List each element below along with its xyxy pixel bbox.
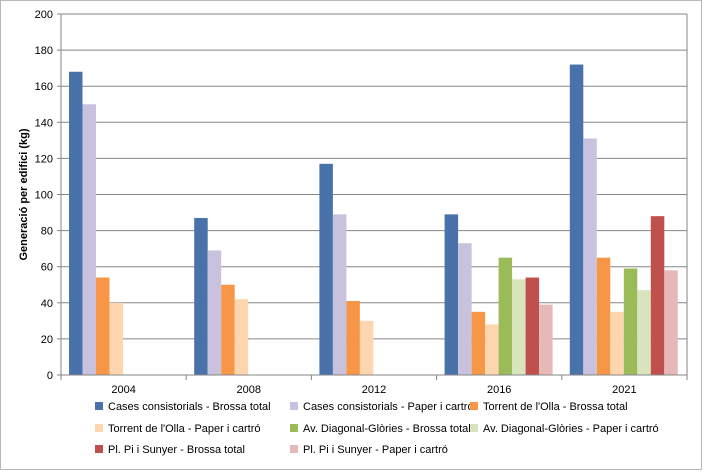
x-tick-label: 2012 bbox=[362, 384, 386, 396]
bar bbox=[458, 243, 472, 375]
y-tick-label: 20 bbox=[41, 334, 53, 346]
legend-label: Cases consistorials - Paper i cartró bbox=[303, 401, 474, 413]
bar bbox=[525, 277, 540, 375]
legend-label: Cases consistorials - Brossa total bbox=[108, 401, 271, 413]
y-tick-label: 120 bbox=[35, 153, 53, 165]
bar bbox=[471, 311, 486, 375]
legend-swatch bbox=[290, 445, 298, 453]
legend-label: Av. Diagonal-Glòries - Brossa total bbox=[303, 423, 471, 435]
bar bbox=[664, 270, 678, 375]
y-tick-label: 60 bbox=[41, 262, 53, 274]
x-tick-label: 2021 bbox=[612, 384, 636, 396]
bar bbox=[359, 320, 374, 375]
legend-swatch bbox=[290, 424, 298, 432]
bar bbox=[319, 163, 333, 375]
bar bbox=[610, 311, 624, 375]
x-tick-label: 2008 bbox=[237, 384, 261, 396]
y-tick-label: 80 bbox=[41, 226, 53, 238]
bar bbox=[498, 257, 513, 375]
legend-swatch bbox=[95, 445, 103, 453]
y-tick-label: 140 bbox=[35, 117, 53, 129]
bar bbox=[234, 299, 249, 375]
bar bbox=[332, 214, 347, 375]
bars bbox=[69, 64, 678, 375]
bar bbox=[512, 279, 526, 375]
y-tick-label: 200 bbox=[35, 9, 53, 21]
bar bbox=[82, 104, 96, 375]
legend-swatch bbox=[470, 424, 478, 432]
bar bbox=[207, 250, 222, 375]
legend-label: Pl. Pi i Sunyer - Paper i cartró bbox=[303, 444, 448, 456]
legend-swatch bbox=[290, 402, 298, 410]
bar bbox=[444, 214, 459, 375]
y-tick-label: 160 bbox=[35, 81, 53, 93]
bar bbox=[221, 284, 235, 375]
y-tick-label: 100 bbox=[35, 190, 53, 202]
bar bbox=[194, 217, 208, 375]
legend-swatch bbox=[95, 424, 103, 432]
bar bbox=[637, 290, 651, 375]
legend-label: Torrent de l'Olla - Paper i cartró bbox=[108, 423, 261, 435]
bar bbox=[650, 216, 665, 375]
bar bbox=[569, 64, 584, 375]
bar bbox=[596, 257, 611, 375]
bar bbox=[623, 268, 638, 375]
x-tick-label: 2016 bbox=[487, 384, 511, 396]
y-tick-label: 40 bbox=[41, 298, 53, 310]
legend-swatch bbox=[470, 402, 478, 410]
bar bbox=[583, 138, 597, 375]
legend-label: Pl. Pi i Sunyer - Brossa total bbox=[108, 444, 245, 456]
legend-label: Torrent de l'Olla - Brossa total bbox=[483, 401, 628, 413]
bar bbox=[539, 304, 553, 375]
bar bbox=[96, 277, 110, 375]
x-tick-label: 2004 bbox=[111, 384, 135, 396]
legend-swatch bbox=[95, 402, 103, 410]
bar bbox=[346, 300, 360, 375]
axes: 0 20 40 60 80 100 120 140 160 180 200 2004 2008 2012 2… bbox=[35, 9, 688, 396]
legend: Cases consistorials - Brossa total Cases … bbox=[95, 401, 659, 456]
legend-label: Av. Diagonal-Glòries - Paper i cartró bbox=[483, 423, 659, 435]
y-tick-label: 0 bbox=[47, 370, 53, 382]
bar bbox=[485, 324, 499, 375]
y-axis-label: Generació per edifici (kg) bbox=[18, 128, 30, 260]
bar bbox=[109, 302, 123, 375]
y-tick-label: 180 bbox=[35, 45, 53, 57]
bar bbox=[69, 71, 83, 375]
